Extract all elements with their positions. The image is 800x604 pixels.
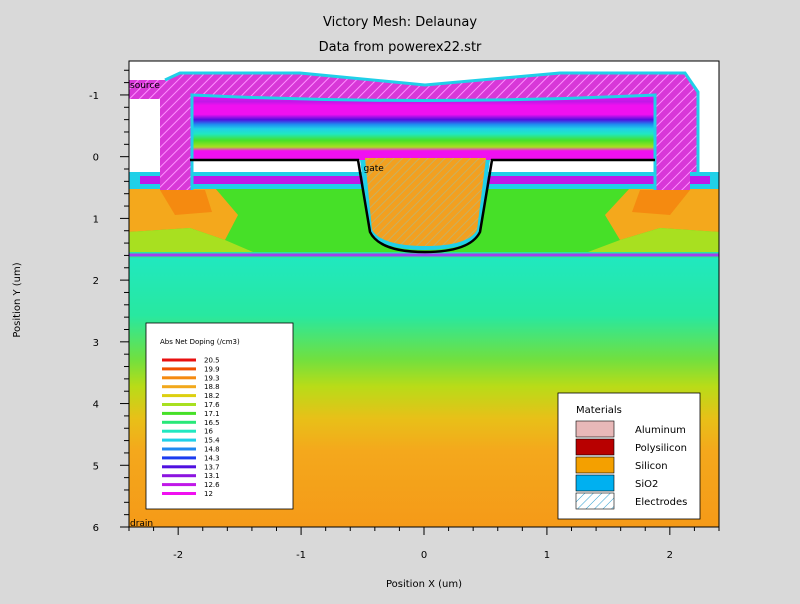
chart-subtitle: Data from powerex22.str (319, 40, 482, 55)
doping-swatch (162, 358, 196, 362)
material-swatch (575, 456, 615, 474)
doping-level: 16.5 (204, 419, 220, 427)
doping-level: 19.3 (204, 374, 220, 382)
doping-legend-title: Abs Net Doping (/cm3) (160, 338, 240, 346)
electrode-label-source: source (130, 81, 160, 91)
doping-swatch (162, 456, 196, 460)
doping-swatch (162, 447, 196, 451)
doping-swatch (162, 474, 196, 478)
doping-level: 14.8 (204, 446, 220, 454)
doping-level: 17.1 (204, 410, 220, 418)
doping-level: 14.3 (204, 454, 220, 462)
doping-swatch (162, 394, 196, 398)
material-label: Aluminum (635, 425, 686, 436)
y-tick-label: 5 (93, 461, 99, 472)
materials-legend: Materials Aluminum Polysilicon Silicon SiO2… (557, 392, 701, 520)
material-swatch (575, 474, 615, 492)
doping-swatch (162, 429, 196, 433)
doping-swatch (162, 483, 196, 487)
doping-level: 12.6 (204, 481, 220, 489)
doping-swatch (162, 492, 196, 495)
y-tick-label: 1 (93, 214, 99, 225)
x-tick-label: 2 (667, 550, 673, 561)
doping-level: 18.8 (204, 383, 220, 391)
y-tick-label: -1 (89, 91, 99, 102)
material-swatch (575, 492, 615, 510)
doping-level: 13.1 (204, 472, 220, 480)
material-label: Polysilicon (635, 443, 687, 454)
x-tick-label: -2 (173, 550, 183, 561)
materials-legend-title: Materials (576, 405, 622, 416)
doping-swatch (162, 385, 196, 389)
material-swatch (575, 438, 615, 456)
doping-level: 13.7 (204, 463, 220, 471)
doping-level: 17.6 (204, 401, 220, 409)
doping-level: 12 (204, 490, 213, 498)
electrode-label-drain: drain (130, 519, 153, 529)
electrode-label-gate: gate (364, 164, 385, 174)
doping-swatch (162, 411, 196, 415)
doping-swatch (162, 403, 196, 406)
chart-title: Victory Mesh: Delaunay (323, 15, 477, 30)
material-label: SiO2 (635, 479, 658, 490)
y-tick-label: 4 (93, 400, 99, 411)
x-tick-label: 0 (421, 550, 427, 561)
y-tick-label: 0 (93, 153, 99, 164)
doping-level: 19.9 (204, 365, 220, 373)
material-label: Electrodes (635, 497, 687, 508)
doping-swatch (162, 438, 196, 442)
doping-swatch (162, 367, 196, 371)
doping-swatch (162, 420, 196, 424)
material-swatch (575, 420, 615, 438)
doping-heatmap (129, 61, 719, 527)
doping-level: 18.2 (204, 392, 220, 400)
doping-level: 20.5 (204, 357, 220, 365)
doping-legend: Abs Net Doping (/cm3) 20.519.919.318.818… (145, 322, 294, 510)
y-axis-label: Position Y (um) (12, 262, 23, 337)
y-tick-label: 3 (93, 338, 99, 349)
doping-swatch (162, 465, 196, 469)
y-tick-label: 6 (93, 523, 99, 534)
doping-level: 15.4 (204, 437, 220, 445)
material-label: Silicon (635, 461, 668, 472)
y-tick-label: 2 (93, 276, 99, 287)
x-tick-label: 1 (544, 550, 550, 561)
doping-level: 16 (204, 428, 213, 436)
x-tick-label: -1 (296, 550, 306, 561)
doping-swatch (162, 376, 196, 380)
x-axis-label: Position X (um) (386, 579, 462, 590)
